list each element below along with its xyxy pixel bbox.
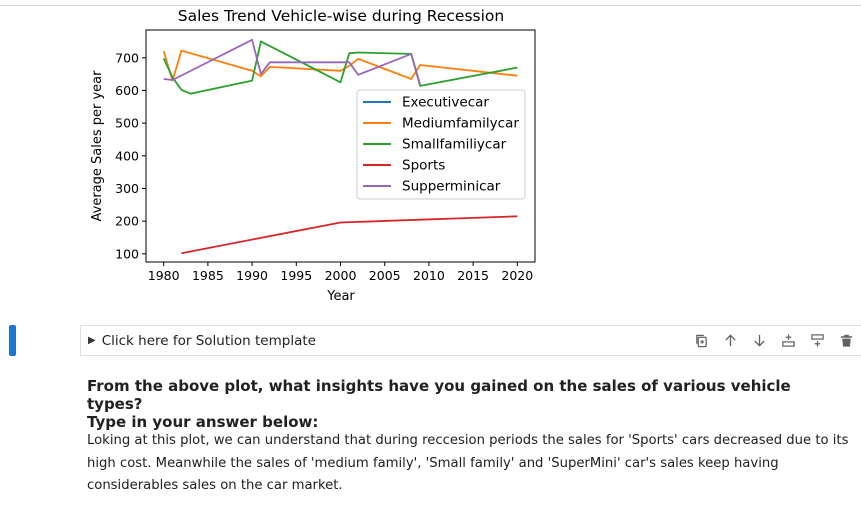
y-axis-ticks: 100 200 300 400 500 600 700 [115, 50, 146, 261]
solution-disclosure[interactable]: ▶ Click here for Solution template [88, 326, 316, 355]
y-tick-label: 500 [115, 116, 139, 131]
x-tick-label: 1980 [148, 268, 180, 283]
legend-entry-executivecar: Executivecar [402, 95, 489, 111]
y-tick-label: 400 [115, 148, 139, 163]
insert-below-icon[interactable] [807, 330, 828, 351]
legend-entry-smallfamiliycar: Smallfamiliycar [402, 137, 507, 153]
series-line-sports [181, 215, 518, 255]
sales-trend-chart: 1980 1985 1990 1995 2000 2005 2010 2015 2020 100… [90, 7, 536, 304]
answer-paragraph: Loking at this plot, we can understand t… [87, 433, 849, 493]
question-heading-line1: From the above plot, what insights have … [87, 377, 791, 413]
x-tick-label: 2020 [501, 268, 533, 283]
arrow-down-icon[interactable] [749, 330, 770, 351]
insert-above-icon[interactable] [778, 330, 799, 351]
chart-title: Sales Trend Vehicle-wise during Recessio… [178, 7, 504, 25]
duplicate-icon[interactable] [691, 330, 712, 351]
question-heading: From the above plot, what insights have … [87, 377, 847, 431]
chart-legend: Executivecar Mediumfamilycar Smallfamiliyc… [356, 89, 526, 200]
x-tick-label: 2010 [413, 268, 445, 283]
x-tick-label: 1985 [192, 268, 224, 283]
y-tick-label: 200 [115, 214, 139, 229]
solution-summary-label[interactable]: Click here for Solution template [101, 332, 316, 349]
y-axis-label: Average Sales per year [90, 70, 105, 222]
x-tick-label: 1990 [236, 268, 268, 283]
x-tick-label: 2005 [369, 268, 401, 283]
series-line-smallfamiliycar [162, 40, 518, 95]
trash-icon[interactable] [836, 330, 857, 351]
legend-entry-sports: Sports [402, 158, 445, 174]
disclosure-triangle-icon[interactable]: ▶ [88, 335, 96, 346]
legend-box [356, 89, 526, 200]
solution-cell[interactable]: ▶ Click here for Solution template [80, 325, 861, 356]
question-heading-line2: Type in your answer below: [87, 413, 319, 431]
notebook-top-border [0, 5, 861, 6]
y-tick-label: 100 [115, 246, 139, 261]
x-tick-label: 2000 [325, 268, 357, 283]
x-tick-label: 1995 [280, 268, 312, 283]
cell-toolbar [691, 326, 857, 355]
series-layer [162, 38, 518, 255]
x-tick-label: 2015 [457, 268, 489, 283]
series-line-mediumfamilycar [162, 49, 518, 82]
legend-entry-mediumfamilycar: Mediumfamilycar [402, 116, 519, 132]
series-line-supperminicar [163, 38, 421, 85]
x-axis-label: Year [326, 289, 355, 304]
arrow-up-icon[interactable] [720, 330, 741, 351]
y-tick-label: 600 [115, 83, 139, 98]
active-cell-indicator[interactable] [9, 325, 16, 356]
legend-entry-supperminicar: Supperminicar [402, 179, 501, 195]
y-tick-label: 700 [115, 50, 139, 65]
x-axis-ticks: 1980 1985 1990 1995 2000 2005 2010 2015 2020 [148, 262, 533, 283]
y-tick-label: 300 [115, 181, 139, 196]
